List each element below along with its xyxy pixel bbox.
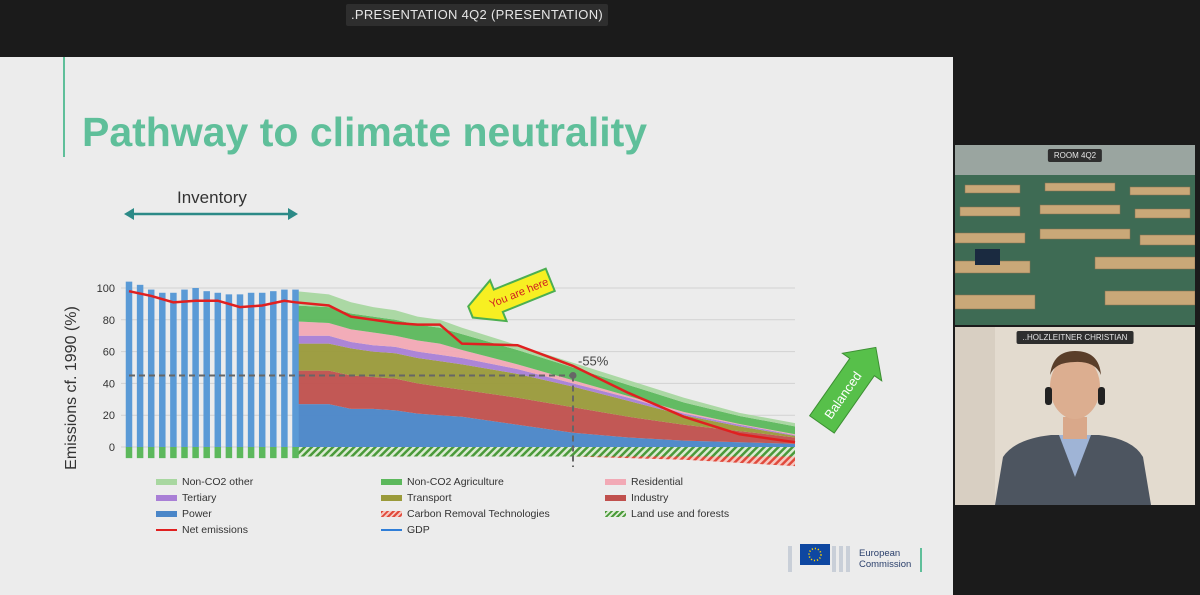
legend-swatch (381, 479, 402, 486)
inventory-bar (270, 291, 277, 447)
inventory-bar (159, 292, 166, 447)
european-commission-logo: European Commission (786, 542, 926, 582)
inventory-land-use-bar (281, 447, 288, 459)
inventory-bar (247, 292, 255, 447)
area-power (295, 404, 795, 447)
speaker-video-panel[interactable]: ..HOLZLEITNER CHRISTIAN (955, 327, 1195, 505)
you-are-here-arrow: You are here (467, 267, 557, 323)
inventory-bar (192, 288, 199, 447)
y-tick-label: 60 (103, 347, 115, 359)
room-video-feed (955, 145, 1195, 325)
inventory-bar (225, 294, 233, 447)
legend-swatch (605, 495, 626, 502)
legend-item: Non-CO2 Agriculture (381, 476, 504, 488)
area-residential (295, 321, 795, 436)
inventory-bar (292, 289, 299, 447)
inventory-bar (236, 294, 244, 447)
inventory-land-use-bar (258, 447, 266, 459)
inventory-label: Inventory (177, 188, 247, 207)
inventory-land-use-bar (292, 447, 299, 459)
presentation-slide: Pathway to climate neutrality Inventory … (0, 57, 953, 595)
eu-text: European Commission (859, 548, 912, 570)
reference-point (569, 371, 577, 379)
legend-item: Net emissions (156, 524, 248, 536)
inventory-bar (147, 289, 155, 447)
title-accent-bar (63, 57, 65, 157)
inventory-arrow-right (288, 208, 298, 220)
inventory-bar (258, 292, 266, 447)
legend-swatch (605, 479, 626, 486)
legend-swatch (156, 495, 177, 502)
y-tick-label: 20 (103, 410, 115, 422)
emissions-chart: -55% -2002040608010019901995200020052010… (97, 208, 883, 467)
inventory-bar (125, 281, 133, 447)
inventory-land-use-bar (236, 447, 244, 459)
eu-accent-line (920, 548, 922, 572)
legend-swatch (381, 529, 402, 532)
inventory-bar (203, 291, 210, 447)
net-emissions-line (128, 289, 796, 444)
area-land-use-and-forests (295, 447, 795, 457)
legend-item: Industry (605, 492, 668, 504)
y-tick-label: 0 (109, 442, 115, 454)
legend-swatch (381, 511, 402, 518)
legend-item: Residential (605, 476, 683, 488)
legend-swatch (381, 495, 402, 502)
room-label: ROOM 4Q2 (1047, 149, 1103, 162)
inventory-bar (136, 284, 144, 447)
legend-swatch (156, 479, 177, 486)
presentation-title-label: .PRESENTATION 4Q2 (PRESENTATION) (346, 4, 608, 26)
slide-title: Pathway to climate neutrality (82, 109, 648, 155)
area-carbon-removal-technologies (295, 456, 795, 467)
eu-building-icon (788, 546, 850, 572)
inventory-land-use-bar (270, 447, 277, 459)
inventory-land-use-bar (159, 447, 166, 459)
reference-label: -55% (578, 353, 609, 368)
inventory-land-use-bar (136, 447, 144, 459)
inventory-land-use-bar (203, 447, 210, 459)
legend-item: GDP (381, 524, 430, 536)
area-non-co2-agriculture (295, 305, 795, 435)
legend-swatch (156, 511, 177, 518)
legend-item: Carbon Removal Technologies (381, 508, 550, 520)
inventory-land-use-bar (192, 447, 199, 459)
legend-item: Transport (381, 492, 452, 504)
legend-item: Non-CO2 other (156, 476, 253, 488)
inventory-land-use-bar (225, 447, 233, 459)
inventory-bar (181, 289, 188, 447)
area-transport (295, 343, 795, 438)
inventory-land-use-bar (181, 447, 188, 459)
inventory-land-use-bar (147, 447, 155, 459)
inventory-bar (214, 292, 222, 447)
inventory-arrow-left (124, 208, 134, 220)
inventory-bar (170, 292, 177, 447)
inventory-land-use-bar (125, 447, 133, 459)
legend-item: Land use and forests (605, 508, 729, 520)
area-industry (295, 370, 795, 444)
speaker-video-feed (955, 327, 1195, 505)
legend-swatch (156, 529, 177, 532)
y-tick-label: 40 (103, 378, 115, 390)
speaker-label: ..HOLZLEITNER CHRISTIAN (1016, 331, 1134, 344)
y-tick-label: 80 (103, 315, 115, 327)
inventory-land-use-bar (214, 447, 222, 459)
inventory-land-use-bar (247, 447, 255, 459)
legend-swatch (605, 511, 626, 518)
balanced-arrow: Balanced (808, 346, 883, 434)
inventory-land-use-bar (170, 447, 177, 459)
inventory-bar (281, 289, 288, 447)
legend-item: Power (156, 508, 212, 520)
legend-item: Tertiary (156, 492, 216, 504)
room-video-panel[interactable]: ROOM 4Q2 (955, 145, 1195, 325)
eu-flag-icon (800, 544, 830, 565)
y-tick-label: 100 (97, 283, 115, 295)
